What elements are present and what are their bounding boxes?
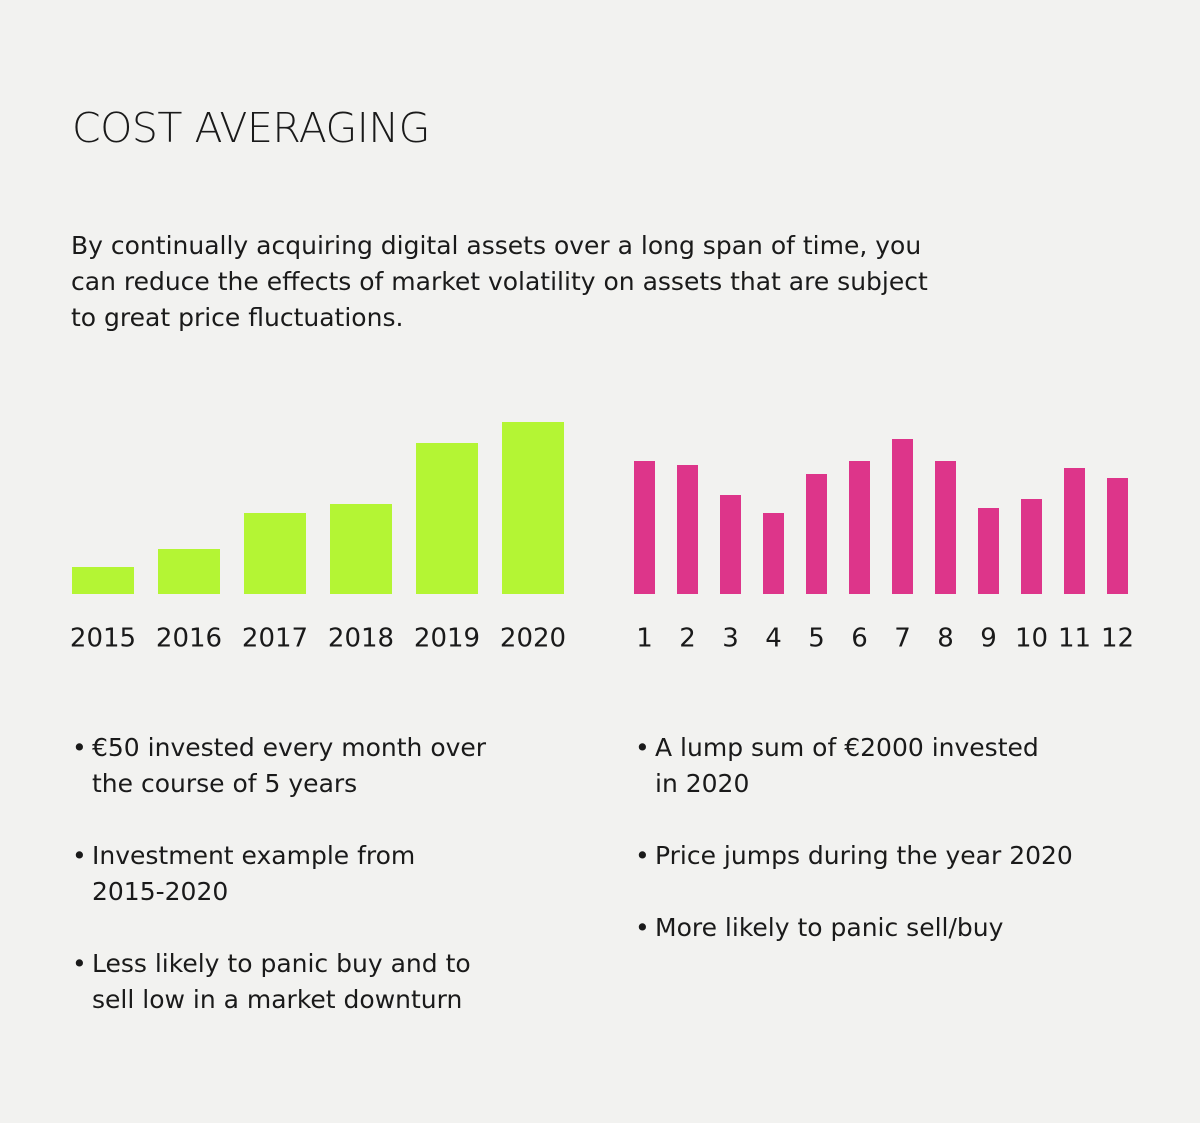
x-tick-label: 1 (636, 624, 653, 654)
x-tick-label: 2019 (414, 624, 480, 654)
bar (849, 461, 870, 594)
bullet: €50 invested every month over the course … (72, 730, 572, 802)
bar (978, 508, 999, 594)
bar (763, 513, 784, 594)
title: COST AVERAGING (72, 104, 430, 152)
x-tick-label: 7 (894, 624, 911, 654)
bullet-line: the course of 5 years (92, 769, 358, 798)
bar (244, 513, 306, 594)
x-tick-label: 2020 (500, 624, 566, 654)
right-bullets: A lump sum of €2000 invested in 2020 Price… (635, 730, 1175, 982)
x-tick-label: 8 (937, 624, 954, 654)
bar (806, 474, 827, 594)
bullet-line: 2015-2020 (92, 877, 229, 906)
bar (502, 422, 564, 594)
bullet: Less likely to panic buy and to sell low … (72, 946, 572, 1018)
bullet-line: Price jumps during the year 2020 (655, 841, 1073, 870)
bullet: More likely to panic sell/buy (635, 910, 1175, 946)
bar (634, 461, 655, 594)
x-tick-label: 2015 (70, 624, 136, 654)
bar (1064, 468, 1085, 594)
bullet: Price jumps during the year 2020 (635, 838, 1175, 874)
bullet-line: Less likely to panic buy and to (92, 949, 471, 978)
bar (720, 495, 741, 594)
x-tick-label: 2016 (156, 624, 222, 654)
x-tick-label: 6 (851, 624, 868, 654)
bar (892, 439, 913, 594)
intro-line: to great price fluctuations. (71, 303, 404, 332)
intro-line: can reduce the effects of market volatil… (71, 267, 928, 296)
bar (416, 443, 478, 594)
x-tick-label: 12 (1101, 624, 1134, 654)
x-tick-label: 5 (808, 624, 825, 654)
x-tick-label: 2017 (242, 624, 308, 654)
x-tick-label: 10 (1015, 624, 1048, 654)
bullet-line: sell low in a market downturn (92, 985, 463, 1014)
bar (158, 549, 220, 594)
intro-line: By continually acquiring digital assets … (71, 231, 922, 260)
x-tick-label: 2018 (328, 624, 394, 654)
bullet: A lump sum of €2000 invested in 2020 (635, 730, 1175, 802)
left-bullets: €50 invested every month over the course … (72, 730, 572, 1054)
bullet: Investment example from 2015-2020 (72, 838, 572, 910)
bar (935, 461, 956, 594)
bullet-line: Investment example from (92, 841, 416, 870)
bar (1021, 499, 1042, 594)
bullet-line: €50 invested every month over (92, 733, 487, 762)
bar (330, 504, 392, 594)
bar (72, 567, 134, 594)
bar (677, 465, 698, 594)
bullet-line: A lump sum of €2000 invested (655, 733, 1039, 762)
x-tick-label: 2 (679, 624, 696, 654)
x-tick-label: 9 (980, 624, 997, 654)
x-tick-label: 11 (1058, 624, 1091, 654)
bar (1107, 478, 1128, 594)
bullet-line: More likely to panic sell/buy (655, 913, 1004, 942)
intro: By continually acquiring digital assets … (71, 228, 928, 336)
x-tick-label: 4 (765, 624, 782, 654)
bullet-line: in 2020 (655, 769, 750, 798)
x-tick-label: 3 (722, 624, 739, 654)
